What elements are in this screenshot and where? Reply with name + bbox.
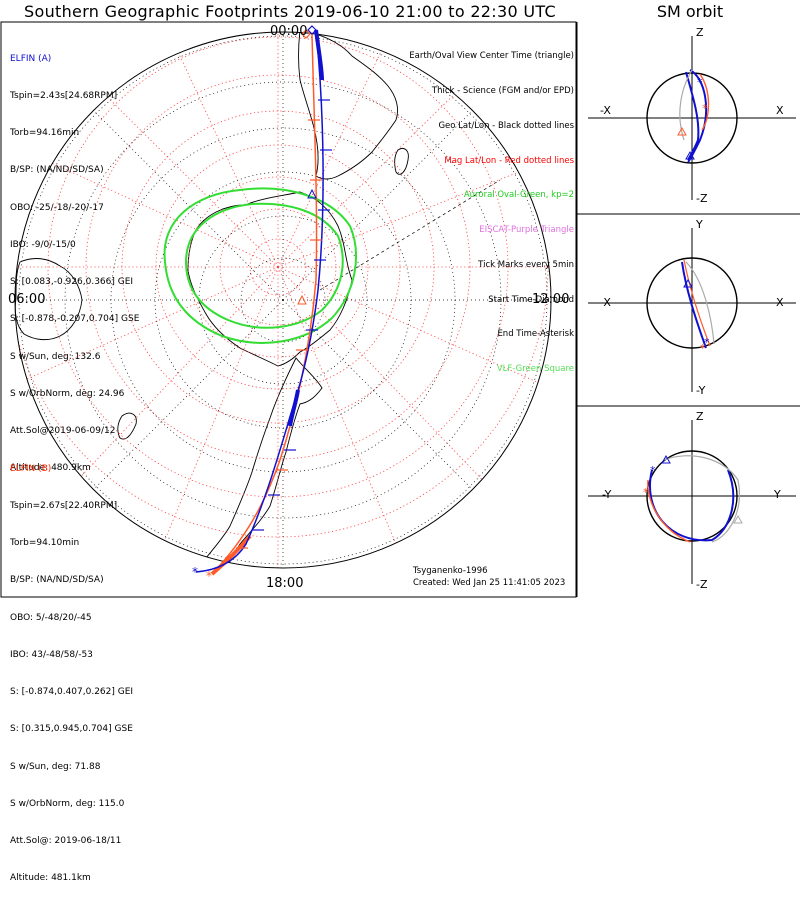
view-center-line — [319, 179, 501, 291]
svg-text:*: * — [702, 102, 708, 115]
elfin-a-line: B/SP: (NA/ND/SD/SA) — [10, 165, 104, 176]
legend-item: Mag Lat/Lon - Red dotted lines — [444, 155, 574, 166]
elfin-b-track — [211, 33, 318, 575]
legend-item: Auroral Oval-Green, kp=2 — [463, 190, 574, 201]
sm-panel2-right-label: X — [776, 296, 784, 309]
elfin-b-line: Altitude: 481.1km — [10, 873, 91, 884]
auroral-oval — [163, 187, 357, 344]
elfin-b-line: S w/OrbNorm, deg: 115.0 — [10, 798, 125, 809]
elfin-a-line: S: [0.083,-0.926,0.366] GEI — [10, 277, 134, 288]
sm-orbit-panel-xz: * * — [588, 36, 796, 200]
svg-text:*: * — [643, 486, 649, 499]
legend-item: End Time-Asterisk — [497, 329, 574, 340]
elfin-a-start-diamond — [307, 25, 317, 35]
elfin-a-line: S: [-0.878,-0.207,0.704] GSE — [10, 314, 140, 325]
legend-item: Tick Marks every 5min — [478, 259, 574, 270]
sm-panel1-left-label: -X — [600, 104, 611, 117]
footprint-map: * * * * * * — [0, 21, 800, 598]
sm-panel1-right-label: X — [776, 104, 784, 117]
sm-panel2-top-label: Y — [696, 218, 703, 231]
map-boundary-circle — [14, 31, 552, 569]
coastlines — [15, 32, 409, 567]
mlt-label-bottom: 18:00 — [266, 576, 304, 591]
elfin-a-ticks — [252, 99, 332, 531]
sm-panel3-left-label: -Y — [602, 488, 612, 501]
new-zealand-coastline — [117, 412, 137, 440]
sm-panel3-bottom-label: -Z — [696, 578, 708, 591]
sm-orbit-title: SM orbit — [656, 2, 724, 21]
sm-panel2-left-label: -X — [600, 296, 611, 309]
elfin-a-science — [288, 389, 300, 427]
mlt-label-left: 06:00 — [8, 292, 46, 307]
svg-text:*: * — [697, 76, 703, 89]
elfin-b-line: OBO: 5/-48/20/-45 — [10, 612, 92, 623]
elfin-b-line: S: [-0.874,0.407,0.262] GEI — [10, 687, 134, 698]
elfin-b-line: S: [0.315,0.945,0.704] GSE — [10, 724, 133, 735]
elfin-a-line: OBO: -25/-18/-20/-17 — [10, 202, 104, 213]
elfin-a-end-asterisk: * — [192, 565, 198, 579]
elfin-b-info: ELFIN (B) Tspin=2.67s[22.40RPM] Torb=94.… — [10, 438, 133, 897]
sm-panel1-top-label: Z — [696, 26, 704, 39]
elfin-b-line: Att.Sol@: 2019-06-18/11 — [10, 836, 122, 846]
elfin-a-track — [195, 29, 324, 573]
elfin-b-ticks — [236, 119, 322, 549]
madagascar-coastline — [394, 148, 409, 175]
model-note: Tsyganenko-1996 — [413, 566, 488, 576]
elfin-b-line: S w/Sun, deg: 71.88 — [10, 761, 101, 772]
sm-panel1-bottom-label: -Z — [696, 192, 708, 205]
elfin-b-line: Tspin=2.67s[22.40RPM] — [10, 501, 118, 512]
elfin-a-view-triangle — [307, 188, 317, 199]
legend-item: VLF-Green Square — [496, 364, 574, 375]
elfin-a-line: Att.Sol@2019-06-09/12 — [10, 426, 116, 436]
legend-item: Thick - Science (FGM and/or EPD) — [431, 85, 574, 96]
elfin-b-name: ELFIN (B) — [10, 463, 52, 474]
page-title: Southern Geographic Footprints 2019-06-1… — [24, 2, 556, 21]
legend-item: Earth/Oval View Center Time (triangle) — [409, 51, 574, 62]
elfin-a-line: S w/Sun, deg: 132.6 — [10, 351, 101, 362]
legend-item: Start Time-Diamond — [488, 294, 574, 305]
elfin-a-science-2 — [314, 29, 324, 81]
sm-panel3-top-label: Z — [696, 410, 704, 423]
australia-coastline — [15, 258, 83, 341]
elfin-b-line: IBO: 43/-48/58/-53 — [10, 649, 93, 660]
legend-item: EISCAT-Purple Triangle — [479, 225, 574, 236]
south-america-coastline — [199, 357, 323, 567]
sm-orbit-panel-xy: * * — [588, 228, 796, 392]
elfin-b-science — [210, 534, 252, 576]
elfin-b-line: B/SP: (NA/ND/SD/SA) — [10, 575, 104, 586]
elfin-a-name: ELFIN (A) — [10, 53, 52, 64]
svg-text:*: * — [700, 342, 706, 355]
elfin-b-end-asterisk: * — [206, 569, 212, 583]
elfin-a-line: S w/OrbNorm, deg: 24.96 — [10, 388, 125, 399]
svg-text:*: * — [704, 336, 710, 349]
elfin-a-line: Tspin=2.43s[24.68RPM] — [10, 91, 118, 102]
mlt-label-top: 00:00 — [270, 24, 308, 39]
elfin-b-line: Torb=94.10min — [10, 538, 80, 549]
legend: Earth/Oval View Center Time (triangle) T… — [409, 28, 574, 387]
elfin-a-line: Torb=94.16min — [10, 128, 80, 139]
africa-coastline — [298, 32, 399, 180]
elfin-b-start-diamond — [301, 29, 311, 39]
created-note: Created: Wed Jan 25 11:41:05 2023 — [413, 578, 566, 588]
map-frame — [0, 21, 577, 598]
mlt-label-right: 12:00 — [532, 292, 570, 307]
sm-panel2-bottom-label: -Y — [696, 384, 706, 397]
elfin-a-info: ELFIN (A) Tspin=2.43s[24.68RPM] Torb=94.… — [10, 28, 139, 487]
svg-text:*: * — [650, 464, 656, 477]
legend-item: Geo Lat/Lon - Black dotted lines — [438, 120, 574, 131]
sm-orbit-panel-yz: * * — [588, 420, 796, 584]
elfin-a-line: Altitude: 480.9km — [10, 463, 91, 474]
sm-panel3-right-label: Y — [774, 488, 781, 501]
elfin-b-view-triangle — [297, 294, 307, 305]
elfin-a-line: IBO: -9/0/-15/0 — [10, 239, 76, 250]
